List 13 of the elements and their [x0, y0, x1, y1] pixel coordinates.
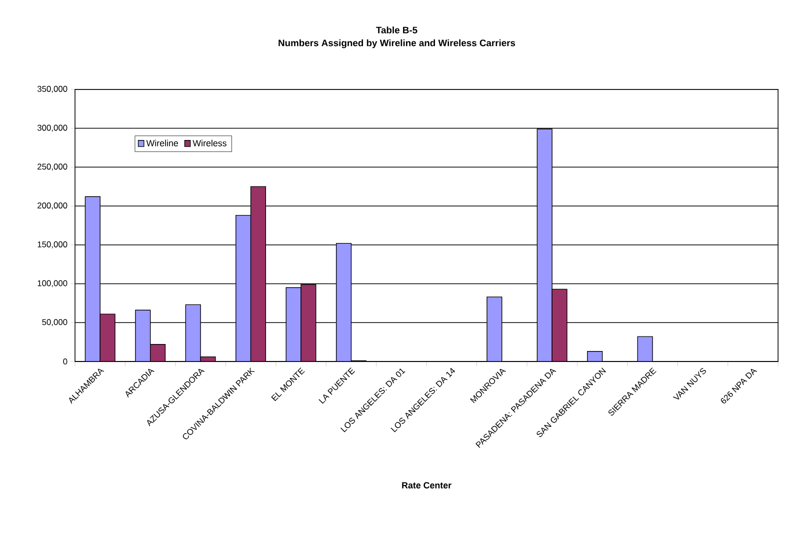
- chart-title: Table B-5: [376, 26, 418, 34]
- chart-subtitle: Numbers Assigned by Wireline and Wireless Carriers: [278, 39, 516, 48]
- x-axis-title: Rate Center: [402, 482, 452, 488]
- y-tick-label: 0: [63, 358, 68, 364]
- y-tick-label: 50,000: [42, 319, 68, 326]
- y-tick-label: 150,000: [38, 241, 68, 248]
- y-tick-label: 350,000: [37, 86, 68, 93]
- y-tick-label: 100,000: [38, 280, 68, 288]
- y-tick-label: 250,000: [38, 164, 68, 171]
- y-tick-label: 300,000: [37, 124, 68, 132]
- legend-label: Wireline: [146, 140, 178, 146]
- legend-label: Wireless: [192, 140, 226, 146]
- y-tick-label: 200,000: [38, 202, 68, 210]
